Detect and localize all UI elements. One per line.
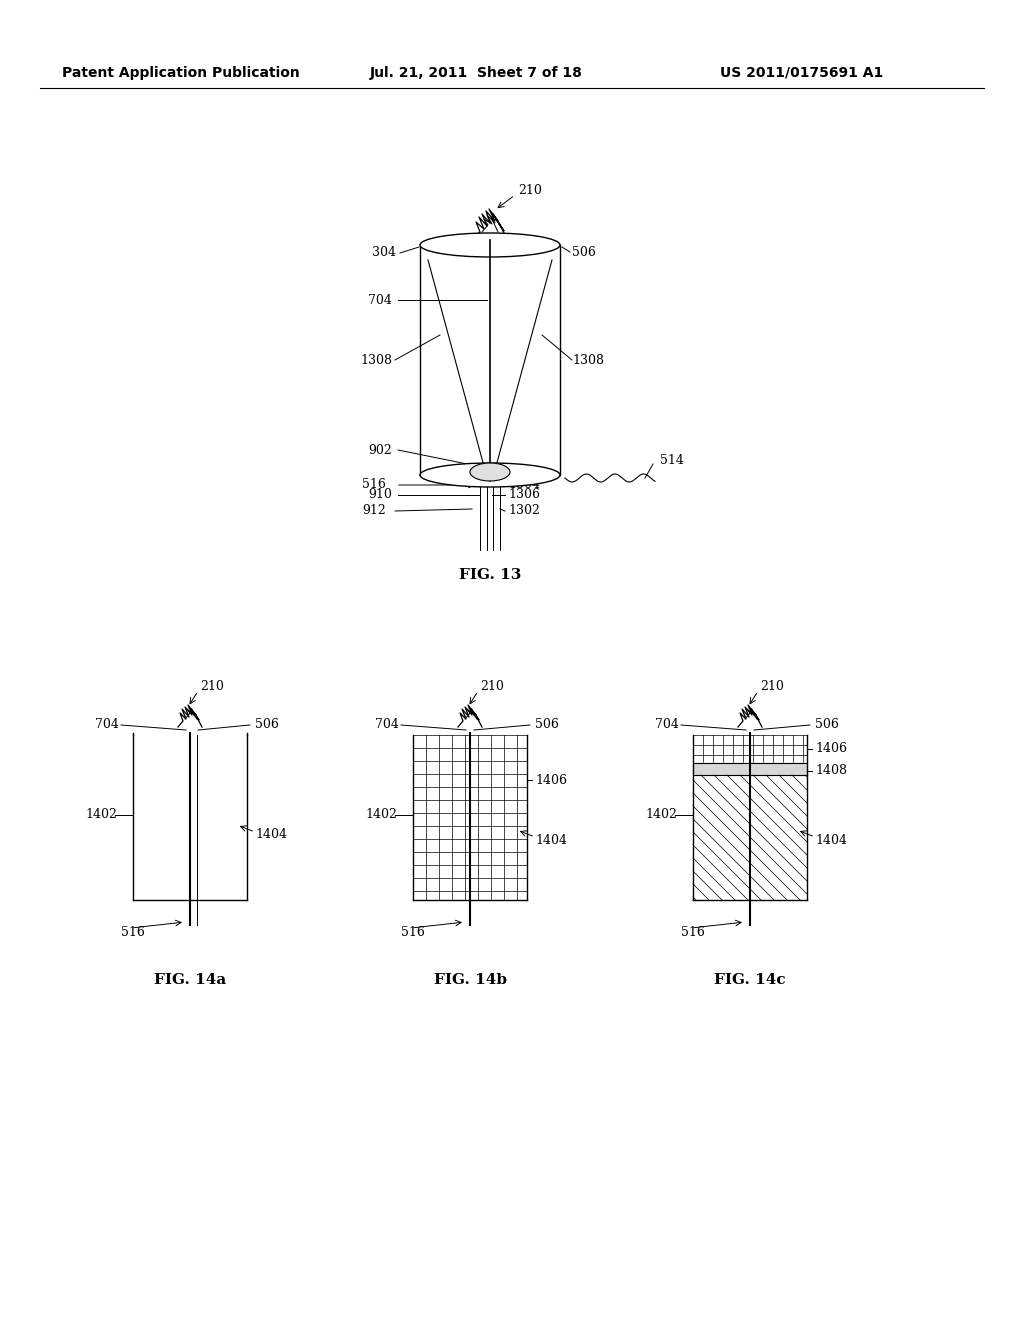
Text: 704: 704 [368, 293, 392, 306]
Text: 704: 704 [95, 718, 119, 731]
Text: 516: 516 [681, 925, 705, 939]
Text: 516: 516 [401, 925, 425, 939]
Text: 902: 902 [368, 444, 392, 457]
Text: 516: 516 [362, 479, 386, 491]
Text: 1308: 1308 [360, 354, 392, 367]
Text: 506: 506 [255, 718, 279, 731]
Text: 506: 506 [572, 247, 596, 260]
Ellipse shape [420, 234, 560, 257]
Text: 304: 304 [372, 247, 396, 260]
Text: 910: 910 [368, 488, 392, 502]
Text: FIG. 14a: FIG. 14a [154, 973, 226, 987]
Text: 506: 506 [815, 718, 839, 731]
Text: Jul. 21, 2011  Sheet 7 of 18: Jul. 21, 2011 Sheet 7 of 18 [370, 66, 583, 81]
Text: 1406: 1406 [535, 774, 567, 787]
Text: 1406: 1406 [815, 742, 847, 755]
Text: 210: 210 [518, 183, 542, 197]
Text: 516: 516 [121, 925, 144, 939]
Text: FIG. 13: FIG. 13 [459, 568, 521, 582]
Text: 1408: 1408 [815, 764, 847, 777]
Text: 1404: 1404 [535, 833, 567, 846]
Text: 704: 704 [655, 718, 679, 731]
Ellipse shape [470, 463, 510, 480]
Text: 506: 506 [535, 718, 559, 731]
Text: 1404: 1404 [255, 829, 287, 842]
Text: 1308: 1308 [572, 354, 604, 367]
Text: 1304: 1304 [508, 479, 540, 491]
Text: 1404: 1404 [815, 833, 847, 846]
Ellipse shape [420, 463, 560, 487]
Text: US 2011/0175691 A1: US 2011/0175691 A1 [720, 66, 884, 81]
Text: 210: 210 [480, 681, 504, 693]
Text: Patent Application Publication: Patent Application Publication [62, 66, 300, 81]
Text: 210: 210 [200, 681, 224, 693]
Text: 1402: 1402 [85, 808, 117, 821]
Text: 1306: 1306 [508, 488, 540, 502]
Text: 514: 514 [660, 454, 684, 466]
Text: FIG. 14c: FIG. 14c [714, 973, 785, 987]
Text: 1302: 1302 [508, 504, 540, 517]
Text: 1402: 1402 [645, 808, 677, 821]
Text: FIG. 14b: FIG. 14b [433, 973, 507, 987]
Text: 1402: 1402 [365, 808, 397, 821]
Text: 210: 210 [760, 681, 784, 693]
Text: 912: 912 [362, 504, 386, 517]
Text: 704: 704 [375, 718, 399, 731]
